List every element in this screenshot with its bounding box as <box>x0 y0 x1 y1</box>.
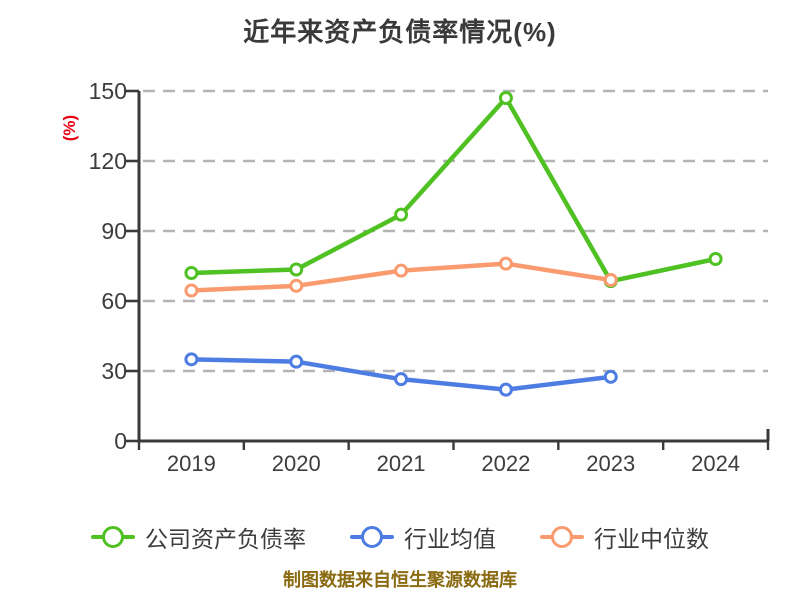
data-point-series-0 <box>289 262 304 277</box>
legend-item-industry-mean[interactable]: 行业均值 <box>350 520 496 554</box>
line-dot-icon <box>350 525 394 549</box>
chart-title: 近年来资产负债率情况(%) <box>243 17 557 47</box>
data-point-series-2 <box>394 263 409 278</box>
line-dot-icon <box>91 525 135 549</box>
data-point-series-2 <box>289 278 304 293</box>
x-tick-label: 2020 <box>271 451 321 476</box>
series-line-0 <box>189 95 718 284</box>
legend-label: 行业中位数 <box>594 526 709 552</box>
x-tick-label: 2024 <box>691 451 741 476</box>
data-point-series-2 <box>603 273 618 287</box>
legend: 公司资产负债率 行业均值 行业中位数 <box>0 520 800 554</box>
y-tick-label: 150 <box>88 78 127 104</box>
y-tick-label: 120 <box>88 148 127 174</box>
data-point-series-1 <box>184 352 199 367</box>
data-point-series-2 <box>184 283 199 298</box>
data-point-series-2 <box>498 256 513 271</box>
legend-label: 公司资产负债率 <box>145 526 306 552</box>
data-point-series-0 <box>394 207 409 222</box>
legend-item-industry-median[interactable]: 行业中位数 <box>540 520 709 554</box>
legend-label: 行业均值 <box>404 526 496 552</box>
x-tick-label: 2021 <box>376 451 426 476</box>
y-tick-label: 0 <box>114 428 127 454</box>
data-source-note: 制图数据来自恒生聚源数据库 <box>283 570 517 590</box>
data-point-series-1 <box>289 354 304 369</box>
data-point-series-0 <box>708 252 723 266</box>
data-point-series-1 <box>498 382 513 397</box>
data-point-series-1 <box>394 372 409 387</box>
y-tick-label: 60 <box>101 288 127 314</box>
x-tick-label: 2022 <box>481 451 531 476</box>
data-point-series-1 <box>603 369 618 384</box>
y-tick-label: 30 <box>101 358 127 384</box>
x-tick-label: 2019 <box>166 451 216 476</box>
y-tick-label: 90 <box>101 218 127 244</box>
legend-item-company-debt-ratio[interactable]: 公司资产负债率 <box>91 520 306 554</box>
x-tick-label: 2023 <box>586 451 636 476</box>
data-point-series-0 <box>184 266 199 280</box>
line-dot-icon <box>540 525 584 549</box>
data-point-series-0 <box>498 91 513 105</box>
